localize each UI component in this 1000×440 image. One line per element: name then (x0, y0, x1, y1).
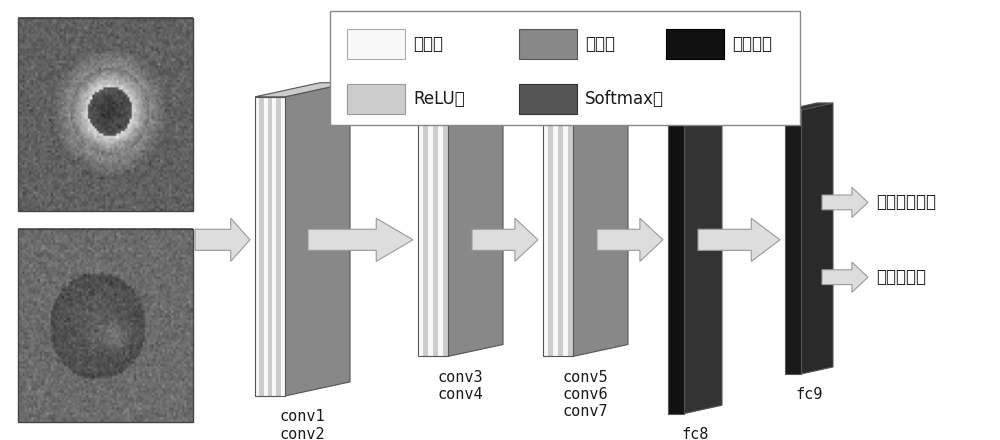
Text: 全链接层: 全链接层 (732, 35, 772, 53)
Bar (558, 119, 563, 356)
Polygon shape (698, 218, 780, 261)
Polygon shape (597, 218, 663, 261)
Bar (272, 97, 276, 396)
Text: 池化层: 池化层 (585, 35, 615, 53)
Text: fc8: fc8 (681, 427, 709, 440)
Bar (264, 97, 268, 396)
Text: conv3
conv4: conv3 conv4 (438, 370, 483, 402)
Polygon shape (285, 83, 350, 396)
Polygon shape (418, 107, 503, 119)
Bar (255, 97, 259, 396)
Polygon shape (448, 107, 503, 356)
Bar (347, 29, 405, 59)
Polygon shape (668, 71, 722, 79)
Polygon shape (195, 218, 250, 261)
Text: 卷积层: 卷积层 (413, 35, 443, 53)
Text: conv5
conv6
conv7: conv5 conv6 conv7 (563, 370, 608, 419)
Text: fc9: fc9 (795, 387, 823, 402)
Bar (543, 119, 548, 356)
Text: Softmax层: Softmax层 (585, 90, 664, 108)
Polygon shape (822, 262, 868, 292)
Polygon shape (573, 107, 628, 356)
Polygon shape (785, 110, 801, 374)
Bar (563, 119, 568, 356)
FancyBboxPatch shape (330, 11, 800, 125)
Bar (433, 119, 438, 356)
Bar (438, 119, 443, 356)
Text: 非撞击坑目标: 非撞击坑目标 (876, 194, 936, 211)
Text: ReLU层: ReLU层 (413, 90, 465, 108)
Polygon shape (801, 103, 833, 374)
Bar (259, 97, 264, 396)
Polygon shape (668, 79, 684, 414)
Bar (443, 119, 448, 356)
Text: 撞击坑目标: 撞击坑目标 (876, 268, 926, 286)
Bar (519, 84, 577, 114)
Text: conv1
conv2: conv1 conv2 (280, 409, 325, 440)
Polygon shape (308, 218, 413, 261)
Bar (666, 29, 724, 59)
Polygon shape (472, 218, 538, 261)
Bar (281, 97, 285, 396)
Polygon shape (255, 83, 350, 97)
Polygon shape (543, 107, 628, 119)
Polygon shape (822, 187, 868, 217)
Bar (423, 119, 428, 356)
Bar (268, 97, 272, 396)
Bar (553, 119, 558, 356)
Bar (18, 18, 193, 211)
Bar (276, 97, 281, 396)
Polygon shape (785, 103, 833, 110)
Bar (568, 119, 573, 356)
Bar (519, 29, 577, 59)
Bar (428, 119, 433, 356)
Polygon shape (684, 71, 722, 414)
Bar (18, 229, 193, 422)
Bar (347, 84, 405, 114)
Bar (548, 119, 553, 356)
Bar (418, 119, 423, 356)
